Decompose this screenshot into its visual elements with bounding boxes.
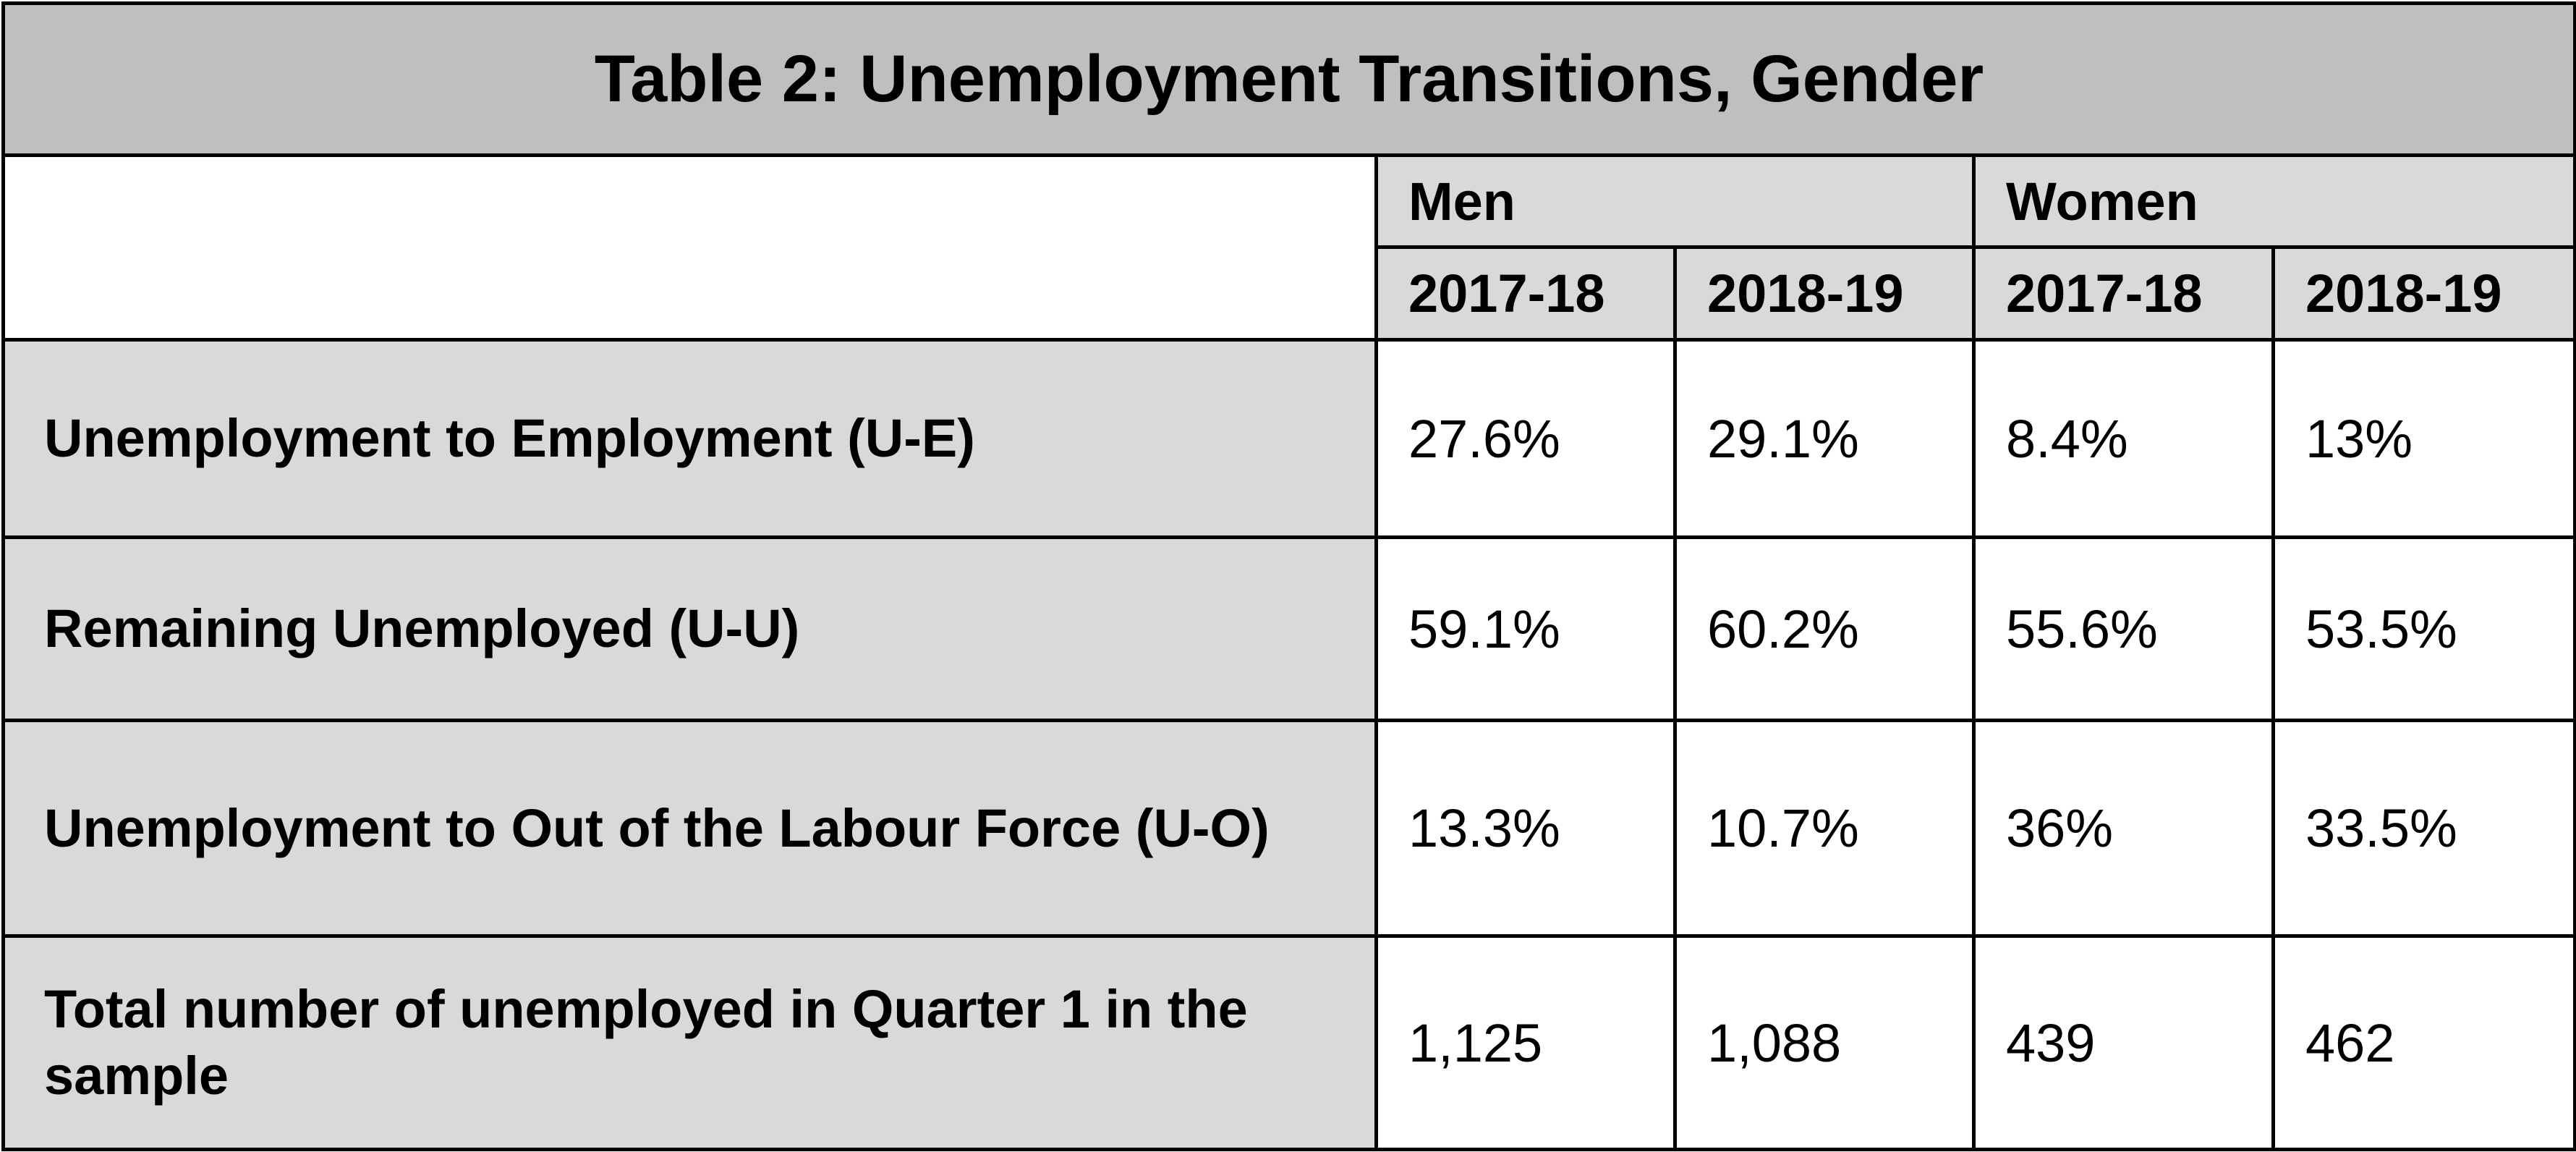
table-cell: 1,125	[1374, 934, 1677, 1151]
row-label: Unemployment to Out of the Labour Force …	[1, 719, 1378, 938]
table-cell: 29.1%	[1673, 338, 1976, 539]
table-cell: 462	[2271, 934, 2576, 1151]
table-row: Remaining Unemployed (U-U) 59.1% 60.2% 5…	[1, 535, 2576, 722]
table-cell: 10.7%	[1673, 719, 1976, 938]
table-cell: 439	[1972, 934, 2275, 1151]
table-cell: 55.6%	[1972, 535, 2275, 722]
row-label: Total number of unemployed in Quarter 1 …	[1, 934, 1378, 1151]
table-cell: 13%	[2271, 338, 2576, 539]
year-header: 2017-18	[1374, 245, 1677, 342]
table-cell: 53.5%	[2271, 535, 2576, 722]
year-header: 2017-18	[1972, 245, 2275, 342]
row-label: Remaining Unemployed (U-U)	[1, 535, 1378, 722]
table-title: Table 2: Unemployment Transitions, Gende…	[1, 1, 2576, 157]
row-label: Unemployment to Employment (U-E)	[1, 338, 1378, 539]
empty-corner-cell	[1, 153, 1378, 342]
table-cell: 59.1%	[1374, 535, 1677, 722]
table-row: Unemployment to Out of the Labour Force …	[1, 719, 2576, 938]
table-row: Total number of unemployed in Quarter 1 …	[1, 934, 2576, 1151]
table-row: Unemployment to Employment (U-E) 27.6% 2…	[1, 338, 2576, 539]
group-header-women: Women	[1972, 153, 2576, 249]
table-cell: 13.3%	[1374, 719, 1677, 938]
table-cell: 36%	[1972, 719, 2275, 938]
table-cell: 60.2%	[1673, 535, 1976, 722]
table-cell: 33.5%	[2271, 719, 2576, 938]
year-header: 2018-19	[2271, 245, 2576, 342]
table-cell: 27.6%	[1374, 338, 1677, 539]
table-cell: 1,088	[1673, 934, 1976, 1151]
table-cell: 8.4%	[1972, 338, 2275, 539]
year-header: 2018-19	[1673, 245, 1976, 342]
group-header-men: Men	[1374, 153, 1976, 249]
